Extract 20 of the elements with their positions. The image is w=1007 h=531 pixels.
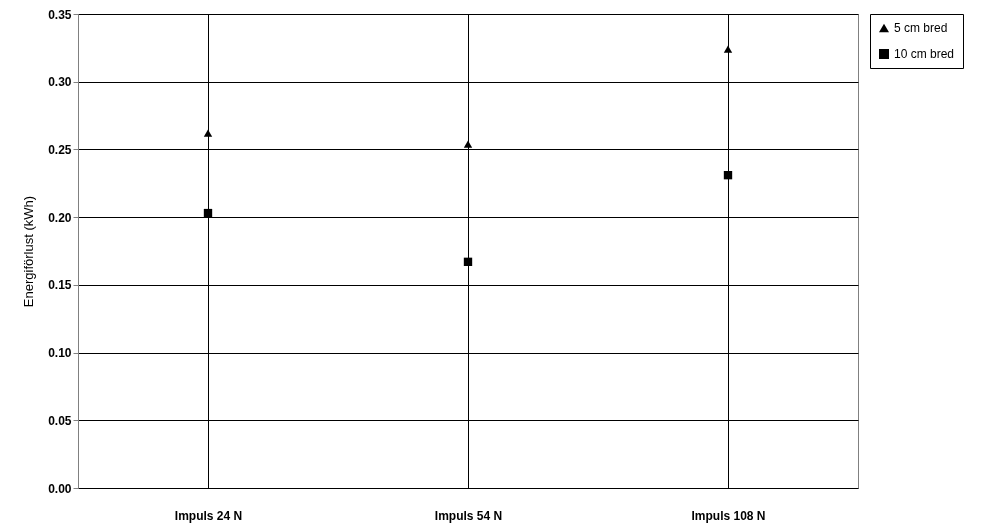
y-tick-label: 0.35: [48, 7, 72, 22]
y-axis-title: Energiförlust (kWh): [21, 195, 37, 308]
point: [463, 257, 473, 267]
x-tick-label: Impuls 24 N: [174, 508, 243, 523]
y-tick-label: 0.05: [48, 413, 72, 428]
y-tick-label: 0.00: [48, 481, 72, 496]
legend-label: 10 cm bred: [894, 47, 955, 61]
point: [723, 45, 733, 53]
y-tick-label: 0.20: [48, 210, 72, 225]
x-tick-label: Impuls 108 N: [691, 508, 766, 523]
y-tick-label: 0.15: [48, 278, 72, 293]
point: [203, 129, 213, 137]
legend-label: 5 cm bred: [894, 21, 948, 35]
x-tick-label: Impuls 54 N: [434, 508, 503, 523]
point: [463, 140, 473, 148]
point: [203, 208, 213, 218]
y-tick-label: 0.30: [48, 75, 72, 90]
point: [723, 170, 733, 180]
y-tick-label: 0.25: [48, 142, 72, 157]
y-tick-label: 0.10: [48, 346, 72, 361]
